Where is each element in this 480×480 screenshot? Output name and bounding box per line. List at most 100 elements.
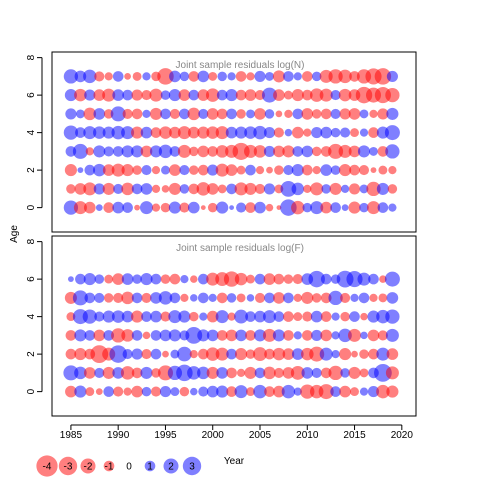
residual-bubble [263, 183, 276, 195]
residual-bubble [340, 184, 350, 194]
residual-bubble [207, 146, 219, 157]
residual-bubble [66, 184, 76, 194]
residual-bubble [82, 309, 97, 324]
residual-bubble [303, 184, 312, 194]
residual-bubble [131, 183, 143, 195]
residual-bubble [216, 292, 228, 304]
residual-bubble [328, 290, 343, 306]
residual-bubble [262, 328, 277, 342]
residual-bubble [273, 89, 285, 101]
residual-bubble [93, 145, 106, 158]
residual-bubble [318, 384, 334, 400]
residual-bubble [328, 69, 343, 84]
residual-bubble [358, 165, 370, 176]
residual-bubble [85, 147, 94, 156]
residual-bubble [83, 273, 96, 286]
residual-bubble [320, 311, 332, 322]
residual-bubble [160, 311, 171, 322]
residual-bubble [273, 273, 285, 285]
residual-bubble [141, 165, 152, 176]
residual-bubble [368, 273, 379, 285]
legend-bubble [80, 458, 96, 474]
residual-bubble [206, 126, 219, 139]
legend-bubble [58, 456, 78, 476]
residual-bubble [140, 273, 153, 286]
residual-bubble [311, 367, 322, 378]
residual-bubble [348, 366, 361, 379]
residual-bubble [111, 328, 126, 343]
residual-bubble [198, 108, 209, 119]
residual-bubble [141, 90, 152, 101]
residual-bubble [178, 89, 191, 101]
residual-bubble [262, 310, 277, 324]
residual-bubble [292, 274, 303, 285]
x-tick-label: 2020 [391, 430, 414, 441]
residual-bubble [282, 367, 295, 379]
residual-bubble [331, 349, 340, 359]
residual-bubble [358, 292, 370, 304]
residual-bubble [83, 182, 97, 196]
residual-bubble [64, 164, 77, 177]
residual-bubble [273, 145, 285, 158]
residual-bubble [121, 329, 134, 342]
residual-bubble [85, 387, 95, 397]
residual-bubble [367, 386, 380, 398]
residual-bubble [121, 182, 134, 196]
residual-bubble [302, 311, 313, 322]
residual-bubble [292, 146, 304, 157]
residual-bubble [311, 71, 322, 82]
residual-bubble [379, 275, 387, 283]
residual-bubble [169, 70, 181, 83]
residual-bubble [189, 311, 199, 322]
y-tick-label: 6 [26, 92, 37, 98]
residual-bubble [359, 202, 369, 213]
residual-bubble [63, 200, 79, 215]
residual-bubble [272, 329, 285, 342]
residual-bubble [196, 182, 211, 196]
residual-bubble [320, 201, 333, 214]
residual-bubble [338, 144, 352, 158]
residual-bubble [158, 291, 173, 305]
residual-bubble [227, 312, 236, 321]
residual-bubble [236, 165, 246, 175]
residual-bubble [206, 385, 219, 398]
residual-bubble [359, 128, 369, 137]
residual-bubble [359, 184, 369, 194]
residual-bubble [347, 328, 362, 342]
residual-bubble [142, 72, 151, 81]
residual-bubble [320, 126, 333, 139]
residual-bubble [141, 292, 152, 303]
residual-bubble [180, 293, 189, 303]
residual-bubble [311, 109, 322, 119]
y-tick-label: 8 [26, 238, 37, 244]
residual-bubble [104, 274, 114, 284]
residual-bubble [226, 108, 237, 120]
residual-bubble [102, 366, 115, 379]
residual-bubble [319, 88, 333, 102]
residual-bubble [291, 126, 304, 139]
residual-bubble [122, 89, 133, 101]
residual-bubble [366, 181, 381, 197]
residual-bubble [351, 350, 358, 358]
residual-bubble [169, 273, 181, 285]
residual-bubble [161, 185, 170, 193]
residual-bubble [216, 385, 229, 398]
residual-bubble [378, 293, 388, 303]
residual-bubble [75, 127, 86, 138]
residual-bubble [254, 201, 266, 214]
residual-bubble [377, 330, 388, 341]
residual-bubble [131, 330, 143, 341]
residual-bubble [376, 347, 390, 361]
residual-bubble [272, 347, 286, 361]
residual-bubble [74, 366, 87, 380]
residual-bubble [207, 164, 219, 176]
y-tick-label: 0 [26, 388, 37, 394]
legend-bubble [163, 458, 179, 474]
residual-bubble [265, 71, 274, 81]
residual-bubble [387, 184, 398, 194]
residual-bubble [368, 127, 379, 138]
residual-bubble [225, 164, 238, 176]
residual-bubble [109, 345, 127, 363]
residual-bubble [217, 71, 227, 82]
residual-bubble [384, 271, 400, 287]
